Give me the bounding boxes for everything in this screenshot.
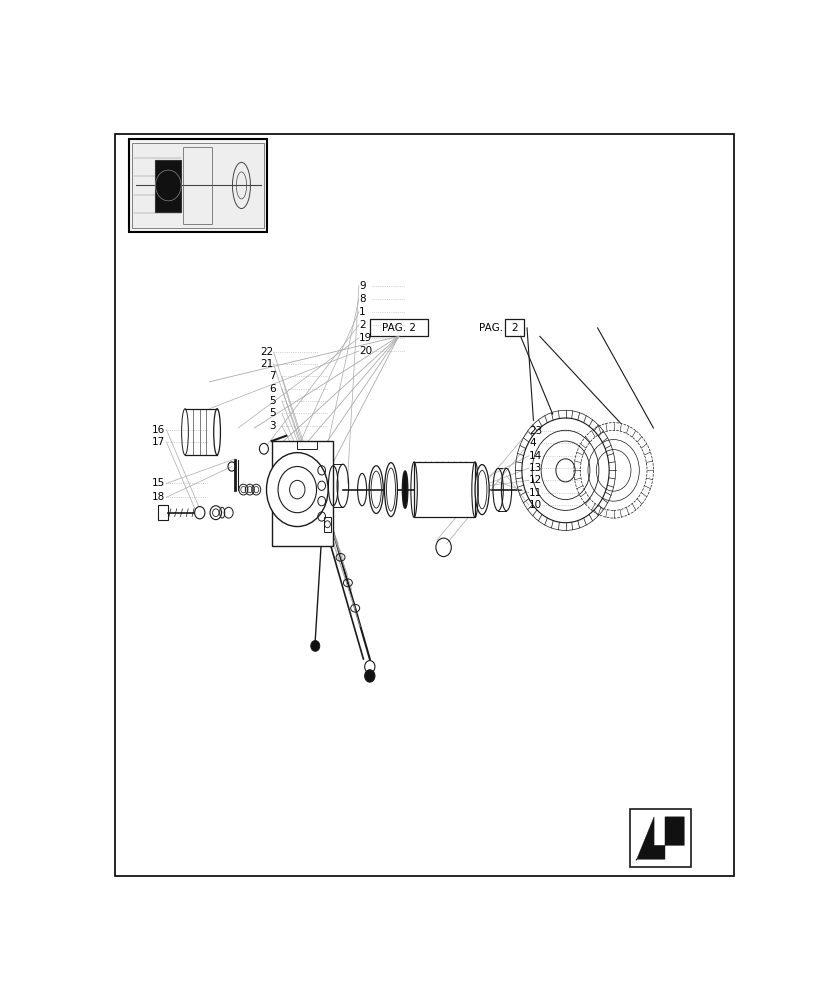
Text: 9: 9 bbox=[358, 281, 365, 291]
Text: 21: 21 bbox=[261, 359, 274, 369]
Ellipse shape bbox=[384, 463, 397, 517]
Polygon shape bbox=[635, 817, 683, 861]
Ellipse shape bbox=[475, 465, 489, 515]
Text: 5: 5 bbox=[269, 408, 275, 418]
Bar bbox=[504, 319, 523, 336]
Text: 13: 13 bbox=[528, 463, 542, 473]
Bar bbox=[370, 319, 427, 336]
Ellipse shape bbox=[402, 471, 407, 508]
Bar bbox=[132, 143, 264, 228]
Text: 20: 20 bbox=[358, 346, 371, 356]
Bar bbox=[297, 441, 316, 449]
Bar bbox=[183, 147, 212, 224]
Circle shape bbox=[194, 507, 204, 519]
Circle shape bbox=[266, 453, 327, 527]
Text: 14: 14 bbox=[528, 451, 542, 461]
Text: 8: 8 bbox=[358, 294, 365, 304]
Text: 11: 11 bbox=[528, 488, 542, 498]
Bar bbox=[414, 462, 475, 517]
Bar bbox=[155, 160, 181, 212]
Bar bbox=[129, 139, 267, 232]
Text: 2: 2 bbox=[358, 320, 365, 330]
Bar bbox=[629, 809, 690, 867]
Text: 4: 4 bbox=[528, 438, 535, 448]
Bar bbox=[158, 505, 168, 520]
Text: 3: 3 bbox=[269, 421, 275, 431]
Text: 12: 12 bbox=[528, 475, 542, 485]
Text: 18: 18 bbox=[152, 492, 165, 502]
Text: 15: 15 bbox=[152, 478, 165, 488]
Text: 7: 7 bbox=[269, 371, 275, 381]
Circle shape bbox=[364, 670, 375, 682]
Bar bbox=[271, 441, 332, 546]
Bar bbox=[323, 517, 331, 532]
Text: 16: 16 bbox=[152, 425, 165, 435]
Text: 2: 2 bbox=[510, 323, 517, 333]
Text: 6: 6 bbox=[269, 384, 275, 394]
Text: 23: 23 bbox=[528, 426, 542, 436]
Text: PAG.: PAG. bbox=[478, 323, 503, 333]
Text: 19: 19 bbox=[358, 333, 371, 343]
Text: 22: 22 bbox=[261, 347, 274, 357]
Text: 10: 10 bbox=[528, 500, 542, 510]
Text: 5: 5 bbox=[269, 396, 275, 406]
Text: 17: 17 bbox=[152, 437, 165, 447]
Text: 1: 1 bbox=[358, 307, 365, 317]
Text: PAG. 2: PAG. 2 bbox=[381, 323, 415, 333]
Circle shape bbox=[310, 641, 319, 651]
